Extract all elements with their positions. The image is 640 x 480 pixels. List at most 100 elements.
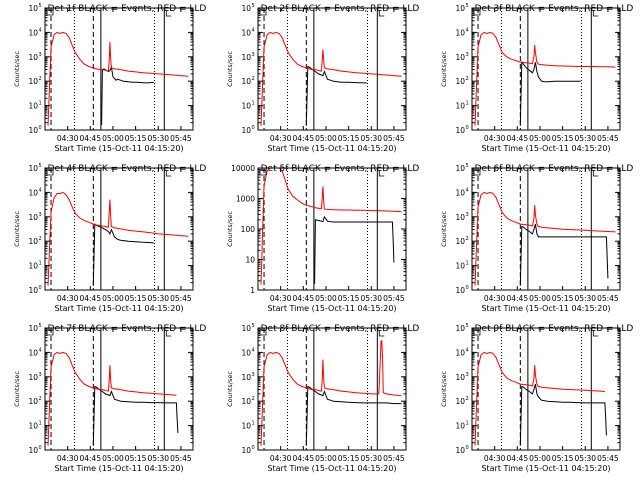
y-tick-label: 10 xyxy=(241,348,251,357)
x-tick-label: 05:45 xyxy=(383,134,405,143)
lld-series-line xyxy=(260,168,402,285)
lld-series-line xyxy=(474,31,616,126)
detector-panel: Det 5f BLACK = Events, RED = LLD 04:30 04:… xyxy=(226,164,419,313)
y-tick-label: 10 xyxy=(241,422,251,431)
y-tick-label: 10 xyxy=(28,237,38,246)
corner-marker-right xyxy=(378,10,385,17)
plot-frame xyxy=(44,167,194,291)
y-tick-exponent: 4 xyxy=(39,187,42,193)
lld-series-line xyxy=(47,191,189,286)
y-tick-label: 100 xyxy=(241,225,256,234)
y-tick-label: 10 xyxy=(28,126,38,135)
panel-title: Det 7f BLACK = Events, RED = LLD xyxy=(48,324,207,334)
y-tick-exponent: 2 xyxy=(252,76,255,82)
y-tick-label: 10 xyxy=(241,53,251,62)
panel-title: Det 5f BLACK = Events, RED = LLD xyxy=(261,164,420,174)
y-tick-label: 10 xyxy=(28,102,38,111)
panel-title: Det 9f BLACK = Events, RED = LLD xyxy=(475,324,634,334)
x-tick-label: 05:45 xyxy=(170,454,192,463)
y-tick-exponent: 5 xyxy=(252,323,255,329)
x-tick-label: 05:30 xyxy=(147,134,169,143)
y-tick-exponent: 4 xyxy=(39,27,42,33)
x-tick-label: 05:15 xyxy=(338,294,360,303)
x-axis-label: Start Time (15-Oct-11 04:15:20) xyxy=(267,144,396,153)
y-tick-exponent: 2 xyxy=(39,76,42,82)
y-tick-label: 10 xyxy=(241,373,251,382)
x-tick-label: 05:30 xyxy=(360,294,382,303)
y-tick-exponent: 3 xyxy=(252,52,255,58)
y-tick-exponent: 5 xyxy=(39,3,42,9)
detector-panel: Det 2f BLACK = Events, RED = LLD 04:30 04:… xyxy=(226,3,419,153)
y-tick-label: 10 xyxy=(28,53,38,62)
corner-marker-right xyxy=(165,330,172,337)
lld-series-line xyxy=(474,191,616,286)
y-tick-exponent: 1 xyxy=(39,261,42,267)
events-series-line xyxy=(305,385,402,446)
x-tick-label: 05:30 xyxy=(574,294,596,303)
y-tick-exponent: 5 xyxy=(39,323,42,329)
y-tick-exponent: 3 xyxy=(466,212,469,218)
y-tick-label: 10 xyxy=(241,397,251,406)
y-tick-label: 1000 xyxy=(236,195,255,204)
corner-marker-right xyxy=(592,170,599,177)
panel-title: Det 6f BLACK = Events, RED = LLD xyxy=(475,164,634,174)
corner-marker-right xyxy=(165,10,172,17)
y-tick-label: 10 xyxy=(28,188,38,197)
y-tick-label: 10 xyxy=(455,422,465,431)
y-tick-exponent: 2 xyxy=(39,236,42,242)
x-tick-label: 05:15 xyxy=(552,454,574,463)
x-axis-label: Start Time (15-Oct-11 04:15:20) xyxy=(481,464,610,473)
y-tick-exponent: 3 xyxy=(466,52,469,58)
x-tick-label: 05:30 xyxy=(360,134,382,143)
y-tick-exponent: 5 xyxy=(466,163,469,169)
plot-frame xyxy=(44,327,194,451)
y-tick-label: 10 xyxy=(28,446,38,455)
plot-frame xyxy=(257,167,407,291)
y-tick-label: 10 xyxy=(28,28,38,37)
y-tick-label: 10 xyxy=(455,164,465,173)
x-tick-label: 04:45 xyxy=(292,294,314,303)
y-tick-label: 10 xyxy=(455,237,465,246)
y-tick-exponent: 1 xyxy=(252,421,255,427)
x-axis-label: Start Time (15-Oct-11 04:15:20) xyxy=(54,304,183,313)
x-tick-label: 05:30 xyxy=(147,294,169,303)
y-tick-exponent: 2 xyxy=(39,396,42,402)
x-tick-label: 05:15 xyxy=(552,294,574,303)
x-tick-label: 04:45 xyxy=(506,134,528,143)
x-tick-label: 04:30 xyxy=(57,454,79,463)
y-tick-exponent: 4 xyxy=(466,347,469,353)
y-tick-exponent: 0 xyxy=(466,285,469,291)
y-tick-label: 10 xyxy=(245,256,255,265)
y-tick-exponent: 5 xyxy=(252,3,255,9)
y-tick-label: 10 xyxy=(455,102,465,111)
y-axis-label: Counts/sec xyxy=(13,371,21,407)
y-tick-label: 10 xyxy=(241,4,251,13)
y-tick-label: 10 xyxy=(28,324,38,333)
corner-marker-right xyxy=(592,330,599,337)
y-axis-label: Counts/sec xyxy=(226,211,234,247)
y-tick-exponent: 3 xyxy=(39,52,42,58)
panel-title: Det 8f BLACK = Events, RED = LLD xyxy=(261,324,420,334)
y-tick-label: 10 xyxy=(241,102,251,111)
detector-panel: Det 7f BLACK = Events, RED = LLD 04:30 04:… xyxy=(13,323,206,473)
detector-panel: Det 3f BLACK = Events, RED = LLD 04:30 04:… xyxy=(440,3,633,153)
x-tick-label: 05:45 xyxy=(170,134,192,143)
panel-title: Det 1f BLACK = Events, RED = LLD xyxy=(48,4,207,14)
y-tick-exponent: 0 xyxy=(39,285,42,291)
x-tick-label: 05:45 xyxy=(597,134,619,143)
y-tick-label: 10 xyxy=(455,126,465,135)
x-tick-label: 05:15 xyxy=(338,454,360,463)
y-tick-label: 10 xyxy=(455,53,465,62)
x-axis-label: Start Time (15-Oct-11 04:15:20) xyxy=(267,304,396,313)
x-tick-label: 04:45 xyxy=(292,454,314,463)
x-tick-label: 05:00 xyxy=(529,134,551,143)
y-tick-exponent: 4 xyxy=(39,347,42,353)
y-tick-exponent: 1 xyxy=(466,421,469,427)
y-tick-exponent: 3 xyxy=(252,372,255,378)
y-tick-exponent: 4 xyxy=(252,27,255,33)
x-tick-label: 04:30 xyxy=(484,454,506,463)
corner-marker-right xyxy=(378,330,385,337)
y-tick-exponent: 4 xyxy=(466,187,469,193)
y-tick-exponent: 2 xyxy=(466,396,469,402)
y-tick-exponent: 3 xyxy=(39,372,42,378)
